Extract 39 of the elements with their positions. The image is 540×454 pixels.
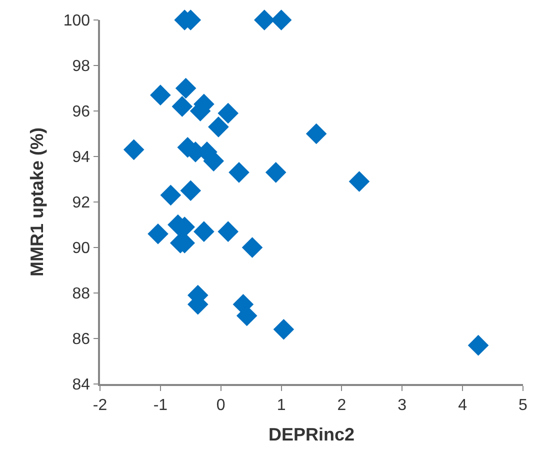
y-tick-label: 90 bbox=[72, 240, 90, 258]
x-tick-label: 2 bbox=[337, 396, 346, 414]
y-axis-title: MMR1 uptake (%) bbox=[27, 127, 48, 277]
point bbox=[194, 221, 214, 242]
point bbox=[306, 123, 327, 144]
y-tick-label: 100 bbox=[63, 12, 90, 30]
x-tick-label: 4 bbox=[458, 396, 468, 414]
x-axis-title: DEPRinc2 bbox=[268, 424, 355, 445]
point bbox=[148, 223, 168, 244]
point bbox=[175, 78, 196, 99]
point bbox=[468, 334, 489, 356]
point bbox=[180, 180, 202, 202]
y-tick-label: 92 bbox=[72, 194, 90, 212]
point bbox=[150, 84, 171, 106]
point bbox=[270, 10, 292, 30]
y-tick-label: 86 bbox=[72, 331, 90, 348]
x-tick-label: 0 bbox=[216, 396, 226, 414]
point bbox=[160, 184, 182, 206]
point bbox=[123, 139, 144, 160]
x-tick-label: 3 bbox=[398, 396, 407, 414]
point bbox=[218, 221, 239, 242]
point bbox=[218, 102, 239, 124]
x-tick-label: 5 bbox=[518, 396, 528, 414]
y-tick-label: 96 bbox=[72, 104, 90, 121]
point bbox=[265, 162, 286, 183]
y-tick-label: 94 bbox=[72, 149, 90, 166]
point bbox=[254, 10, 275, 30]
x-tick-label: -2 bbox=[92, 396, 108, 414]
y-tick-label: 88 bbox=[72, 286, 90, 303]
point bbox=[273, 319, 294, 340]
x-tick-label: 1 bbox=[276, 396, 286, 414]
y-tick-label: 98 bbox=[72, 58, 90, 76]
x-tick-label: -1 bbox=[153, 396, 168, 414]
point bbox=[172, 96, 193, 117]
y-tick-label: 84 bbox=[72, 376, 90, 394]
point bbox=[208, 116, 229, 138]
point bbox=[228, 162, 250, 183]
point bbox=[242, 237, 263, 258]
point bbox=[348, 171, 370, 192]
